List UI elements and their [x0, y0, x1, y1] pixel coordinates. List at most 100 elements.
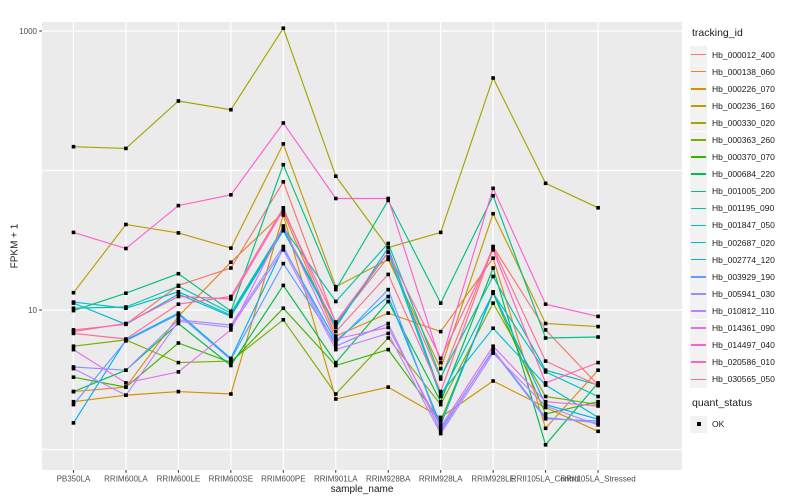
- data-point: [491, 248, 495, 252]
- data-point: [176, 321, 181, 326]
- legend-key-swatch: [690, 319, 707, 337]
- data-point: [386, 257, 390, 262]
- data-point: [543, 383, 548, 387]
- data-point: [176, 360, 181, 365]
- data-point: [281, 208, 286, 212]
- data-point: [176, 314, 181, 319]
- legend-item-label: Hb_000330_020: [712, 117, 775, 128]
- data-point: [281, 210, 286, 215]
- data-point: [281, 283, 286, 288]
- data-point: [438, 301, 443, 305]
- legend-key-swatch: [690, 216, 707, 234]
- data-point: [386, 385, 390, 389]
- data-point: [596, 383, 600, 388]
- legend-line-icon: [691, 139, 706, 141]
- data-point: [491, 344, 495, 348]
- data-point: [596, 419, 600, 423]
- legend-key-swatch: [690, 415, 707, 433]
- data-point: [438, 356, 443, 361]
- legend-line-icon: [691, 310, 706, 312]
- legend-item-label: Hb_002774_120: [712, 254, 775, 265]
- legend-key-swatch: [690, 234, 707, 252]
- data-point: [71, 402, 76, 407]
- legend-line-icon: [691, 190, 706, 193]
- data-point: [386, 255, 390, 259]
- data-point: [543, 394, 548, 399]
- data-point: [438, 394, 443, 399]
- legend-key-swatch: [690, 336, 707, 354]
- legend-item-label: Hb_010812_110: [712, 305, 775, 316]
- data-point: [543, 412, 548, 416]
- data-point: [71, 375, 76, 379]
- legend-line-icon: [691, 241, 706, 244]
- data-point: [438, 375, 443, 379]
- x-tick-label: RRIM901LA: [314, 475, 358, 484]
- data-point: [438, 425, 443, 429]
- data-point: [176, 284, 181, 288]
- data-point: [334, 196, 338, 201]
- legend-item-label: Hb_000012_400: [712, 49, 775, 60]
- legend-key-swatch: [690, 97, 707, 115]
- legend-line-icon: [691, 327, 706, 329]
- legend-item-label: Hb_000138_060: [712, 66, 775, 77]
- legend-item-label: Hb_000236_160: [712, 100, 775, 111]
- legend-item: Hb_003929_190: [690, 268, 798, 286]
- data-point: [124, 146, 128, 151]
- data-point: [543, 399, 548, 404]
- legend-item: Hb_005941_030: [690, 285, 798, 303]
- x-tick-label: RRIM928LE: [471, 475, 515, 484]
- data-point: [71, 347, 76, 352]
- legend-line-icon: [691, 70, 706, 73]
- legend-item-label: Hb_001005_200: [712, 186, 775, 197]
- data-point: [281, 121, 286, 125]
- data-point: [124, 337, 128, 341]
- data-point: [438, 402, 443, 407]
- data-point: [334, 325, 338, 330]
- data-point: [71, 290, 76, 295]
- data-point: [596, 399, 600, 404]
- data-point: [438, 366, 443, 371]
- data-point: [229, 363, 233, 368]
- data-point: [281, 142, 286, 146]
- data-point: [438, 427, 443, 431]
- data-point: [124, 339, 128, 343]
- data-point: [71, 366, 76, 371]
- data-point: [124, 291, 128, 295]
- data-point: [386, 299, 390, 304]
- legend-item: Hb_014361_090: [690, 319, 798, 337]
- data-point: [281, 318, 286, 322]
- legend-item-label: Hb_014361_090: [712, 323, 775, 334]
- legend-item-label: Hb_002687_020: [712, 237, 775, 248]
- legend-item-label: Hb_001847_050: [712, 220, 775, 231]
- data-point: [281, 224, 286, 228]
- legend-item: Hb_002774_120: [690, 251, 798, 269]
- data-point: [176, 312, 181, 317]
- data-point: [543, 381, 548, 385]
- data-point: [281, 180, 286, 184]
- data-point: [334, 392, 338, 396]
- legend-line-icon: [691, 207, 706, 210]
- data-point: [229, 260, 233, 264]
- legend-item-label: Hb_014497_040: [712, 340, 775, 351]
- legend-key-swatch: [690, 131, 707, 149]
- legend-key-swatch: [690, 251, 707, 269]
- data-point: [71, 344, 76, 348]
- data-point: [491, 326, 495, 330]
- legend-key-swatch: [690, 63, 707, 81]
- data-point: [543, 426, 548, 431]
- data-point: [176, 271, 181, 276]
- data-point: [124, 246, 128, 251]
- legend-item: OK: [690, 415, 798, 433]
- data-point: [176, 389, 181, 394]
- data-point: [386, 294, 390, 299]
- legend-tracking-entries: Hb_000012_400 Hb_000138_060 Hb_000226_070 H…: [690, 46, 798, 388]
- data-point: [386, 331, 390, 336]
- data-point: [176, 370, 181, 374]
- data-point: [176, 290, 181, 294]
- data-point: [124, 368, 128, 372]
- black-square-marker-icon: [696, 422, 701, 427]
- legend-item: Hb_010812_110: [690, 302, 798, 320]
- x-tick-label: RRIM600LA: [104, 475, 148, 484]
- legend-line-icon: [691, 156, 706, 158]
- data-point: [281, 228, 286, 233]
